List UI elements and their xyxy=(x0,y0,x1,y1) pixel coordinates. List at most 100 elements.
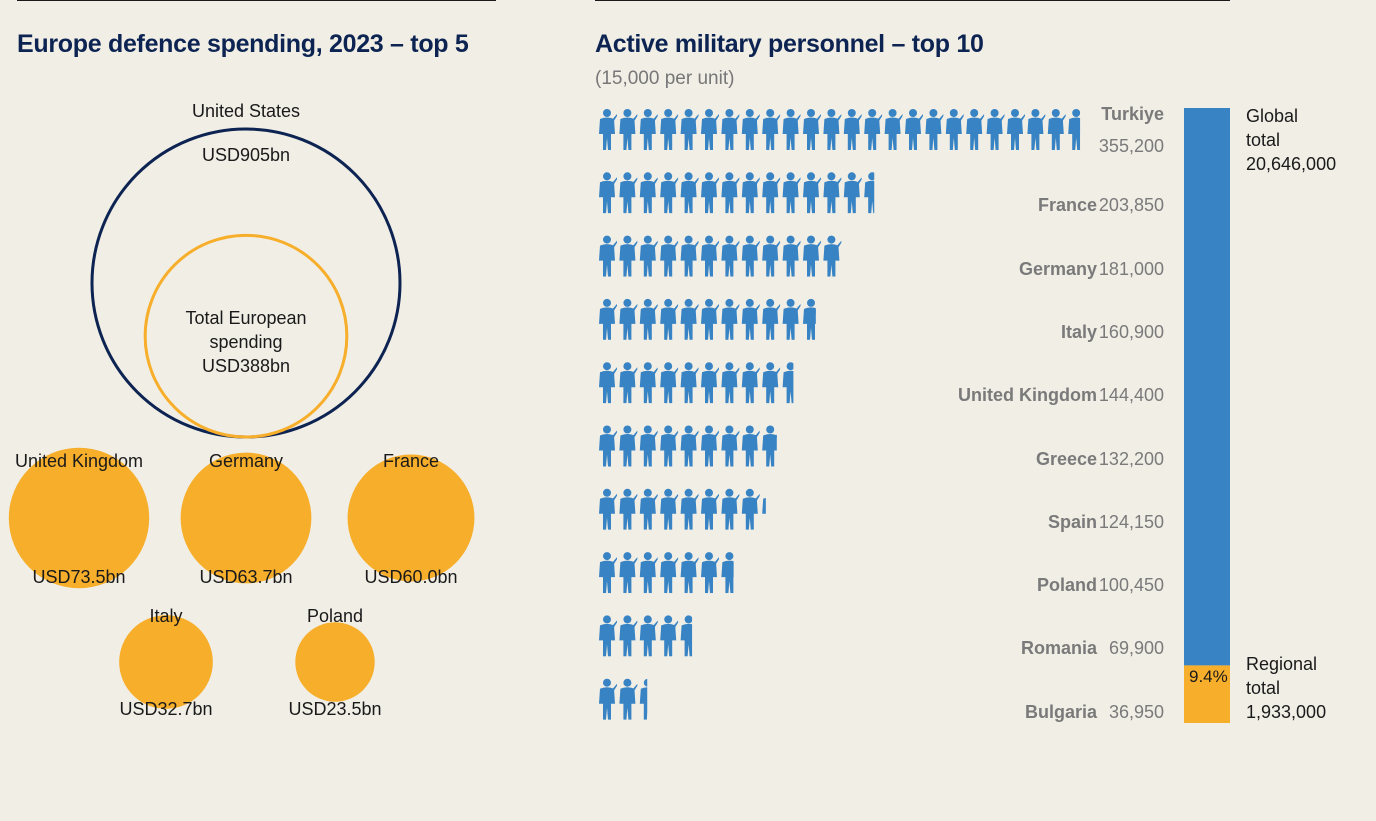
bubble-label-france: France xyxy=(382,451,440,471)
soldier-icon xyxy=(660,552,679,594)
soldier-icon xyxy=(741,488,760,530)
soldier-icon xyxy=(701,425,719,467)
bubble-united-kingdom xyxy=(8,447,150,589)
soldier-icon xyxy=(741,362,760,404)
soldier-icon xyxy=(639,425,658,467)
country-label-romania: Romania xyxy=(1020,638,1097,659)
country-label-germany: Germany xyxy=(1018,258,1097,279)
soldier-icon xyxy=(599,615,617,657)
europe-total-label: Total European spending xyxy=(185,308,307,352)
soldier-icon xyxy=(1027,109,1046,150)
soldier-icon xyxy=(905,109,923,150)
soldier-icon xyxy=(741,109,760,150)
bubble-italy xyxy=(119,615,213,709)
personnel-row-italy xyxy=(599,298,816,340)
personnel-row-united-kingdom xyxy=(599,362,794,404)
personnel-row-romania xyxy=(599,615,693,657)
soldier-icon xyxy=(966,109,985,150)
left-top-rule xyxy=(17,0,496,1)
global-total-value: 20,646,000 xyxy=(1246,154,1337,174)
soldier-icon xyxy=(782,362,794,404)
soldier-icon xyxy=(660,235,679,277)
soldier-icon xyxy=(619,298,638,340)
soldier-icon xyxy=(945,109,964,150)
soldier-icon xyxy=(619,235,638,277)
personnel-value-spain: 124,150 xyxy=(1098,511,1164,532)
soldier-icon xyxy=(639,109,658,150)
soldier-icon xyxy=(599,488,617,530)
soldier-icon xyxy=(1047,109,1066,150)
bubble-france xyxy=(347,454,475,582)
europe-spending-circle xyxy=(143,233,349,439)
soldier-icon xyxy=(660,172,679,214)
bubble-value-poland: USD23.5bn xyxy=(288,699,382,719)
soldier-icon xyxy=(639,678,648,720)
soldier-icon xyxy=(599,172,617,214)
spending-title: Europe defence spending, 2023 – top 5 xyxy=(17,30,469,58)
soldier-icon xyxy=(1007,109,1025,150)
soldier-icon xyxy=(803,172,821,214)
bubble-value-italy: USD32.7bn xyxy=(119,699,213,719)
soldier-icon xyxy=(701,172,719,214)
country-label-spain: Spain xyxy=(1047,511,1097,532)
country-label-italy: Italy xyxy=(1060,321,1097,342)
personnel-value-italy: 160,900 xyxy=(1098,321,1164,342)
bubble-label-germany: Germany xyxy=(208,451,284,471)
soldier-icon xyxy=(741,425,760,467)
soldier-icon xyxy=(864,172,875,214)
soldier-icon xyxy=(680,425,699,467)
soldier-icon xyxy=(660,615,679,657)
us-spending-circle xyxy=(90,127,402,439)
soldier-icon xyxy=(721,298,740,340)
soldier-icon xyxy=(721,552,734,594)
soldier-icon xyxy=(619,678,638,720)
global-total-bar xyxy=(1184,108,1230,666)
soldier-icon xyxy=(701,235,719,277)
europe-total-text: Total European spending USD388bn xyxy=(156,306,336,378)
soldier-icon xyxy=(701,298,719,340)
regional-total-bar xyxy=(1184,665,1230,723)
soldier-icon xyxy=(701,109,719,150)
country-label-bulgaria: Bulgaria xyxy=(1024,701,1097,722)
soldier-icon xyxy=(680,615,693,657)
soldier-icon xyxy=(741,235,760,277)
soldier-icon xyxy=(660,109,679,150)
us-value: USD905bn xyxy=(201,145,291,165)
personnel-value-bulgaria: 36,950 xyxy=(1108,701,1164,722)
bubble-value-france: USD60.0bn xyxy=(364,567,458,587)
soldier-icon xyxy=(762,425,777,467)
soldier-icon xyxy=(599,425,617,467)
right-top-rule xyxy=(595,0,1230,1)
regional-share-label: 9.4% xyxy=(1189,667,1228,686)
soldier-icon xyxy=(660,362,679,404)
soldier-icon xyxy=(803,109,821,150)
soldier-icon xyxy=(782,235,801,277)
soldier-icon xyxy=(762,235,781,277)
soldier-icon xyxy=(599,109,617,150)
soldier-icon xyxy=(660,488,679,530)
us-label: United States xyxy=(191,101,301,121)
soldier-icon xyxy=(680,488,699,530)
soldier-icon xyxy=(843,109,862,150)
soldier-icon xyxy=(639,298,658,340)
soldier-icon xyxy=(741,298,760,340)
soldier-icon xyxy=(782,109,801,150)
bubble-germany xyxy=(180,452,312,584)
bubble-label-italy: Italy xyxy=(149,606,183,626)
personnel-row-turkiye xyxy=(599,109,1081,150)
soldier-icon xyxy=(639,615,658,657)
soldier-icon xyxy=(680,362,699,404)
soldier-icon xyxy=(864,109,883,150)
bubble-label-united-kingdom: United Kingdom xyxy=(14,451,144,471)
regional-total-label: Regional total xyxy=(1246,654,1318,698)
soldier-icon xyxy=(660,425,679,467)
soldier-icon xyxy=(680,235,699,277)
personnel-value-france: 203,850 xyxy=(1098,195,1164,216)
soldier-icon xyxy=(762,109,781,150)
personnel-value-romania: 69,900 xyxy=(1108,638,1164,659)
global-total-label: Global total xyxy=(1246,106,1299,150)
soldier-icon xyxy=(660,298,679,340)
soldier-icon xyxy=(803,235,821,277)
soldier-icon xyxy=(599,298,617,340)
